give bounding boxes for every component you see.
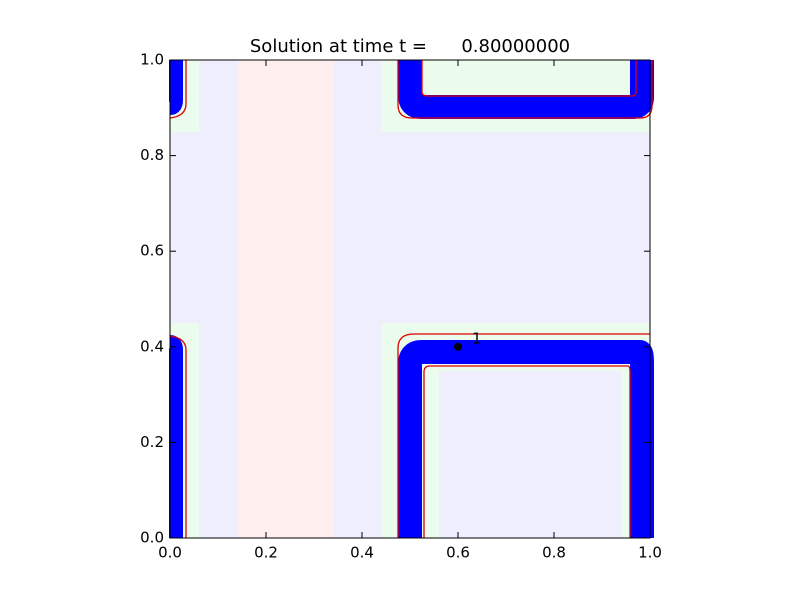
y-tick-label: 0.6 [140,242,164,260]
y-tick-label: 0.2 [140,433,164,451]
front [168,335,183,538]
front [168,60,183,115]
y-tick-label: 0.0 [140,529,164,547]
contour [169,335,187,538]
y-tick-label: 1.0 [140,51,164,69]
contour [169,60,187,119]
plot-frame [169,59,651,539]
point-label: 1 [472,329,482,347]
y-tick-label: 0.4 [140,337,164,355]
contour [423,365,631,538]
contour [421,60,637,97]
fronts [168,60,654,538]
point [454,342,462,351]
front [398,60,654,119]
x-tick-label: 0.8 [542,544,566,562]
front [398,340,654,538]
contour [397,333,650,538]
x-tick-label: 1.0 [638,544,662,562]
chart-title: Solution at time t = 0.80000000 [250,36,570,57]
x-tick-label: 0.4 [350,544,374,562]
x-tick-label: 0.6 [446,544,470,562]
region [439,371,621,538]
x-tick-label: 0.2 [254,544,278,562]
y-tick-label: 0.8 [140,146,164,164]
contour [397,60,653,119]
x-tick-label: 0.0 [158,544,182,562]
background-regions [170,60,650,538]
region [237,60,333,538]
